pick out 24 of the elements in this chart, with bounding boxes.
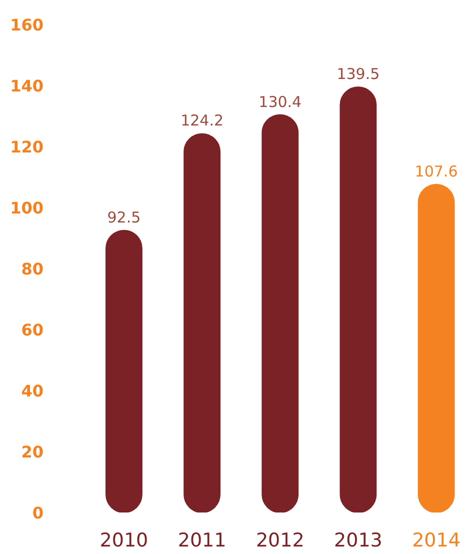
data-label: 124.2 bbox=[180, 112, 224, 130]
y-tick-label: 160 bbox=[10, 16, 44, 34]
y-tick-label: 140 bbox=[10, 76, 44, 96]
y-tick-label: 60 bbox=[21, 320, 44, 340]
y-tick-label: 80 bbox=[21, 260, 44, 278]
y-tick-label: 20 bbox=[21, 442, 44, 462]
bar bbox=[184, 133, 220, 512]
x-tick-label: 2013 bbox=[334, 530, 382, 552]
bar bbox=[340, 86, 377, 512]
data-label: 92.5 bbox=[107, 208, 141, 226]
x-tick-label: 2011 bbox=[178, 530, 226, 552]
y-tick-label: 40 bbox=[21, 382, 44, 400]
y-tick-label: 100 bbox=[10, 198, 44, 218]
data-label: 107.6 bbox=[414, 162, 458, 180]
x-tick-label: 2014 bbox=[412, 530, 460, 552]
bar bbox=[106, 230, 142, 512]
y-tick-label: 0 bbox=[32, 504, 44, 522]
bar bbox=[262, 114, 299, 512]
y-tick-label: 120 bbox=[10, 138, 44, 156]
x-tick-label: 2012 bbox=[256, 530, 304, 552]
bar bbox=[418, 184, 455, 512]
x-tick-label: 2010 bbox=[100, 530, 148, 552]
data-label: 139.5 bbox=[336, 65, 380, 84]
data-label: 130.4 bbox=[258, 92, 302, 111]
